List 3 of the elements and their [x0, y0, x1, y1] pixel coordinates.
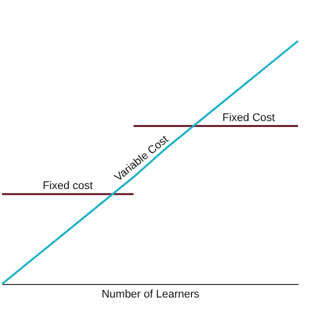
annotation: Fixed Cost	[222, 112, 275, 124]
x-axis-title: Number of Learners	[102, 288, 200, 300]
annotation: Fixed cost	[42, 180, 93, 192]
